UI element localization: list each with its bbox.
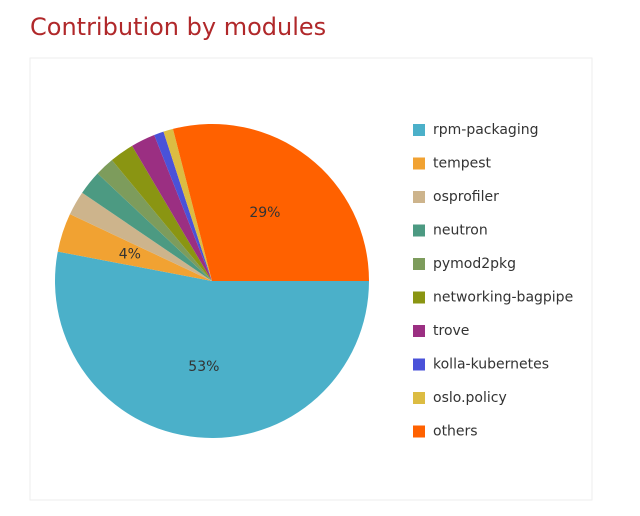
legend-swatch — [413, 392, 425, 404]
legend-label: others — [433, 424, 478, 440]
pie-slice — [57, 214, 213, 281]
legend-label: pymod2pkg — [433, 256, 516, 272]
pie-slice — [54, 251, 369, 439]
pie-slice — [111, 145, 212, 281]
legend-swatch — [413, 258, 425, 270]
legend-label: networking-bagpipe — [433, 290, 573, 306]
legend-label: rpm-packaging — [433, 122, 538, 138]
slice-label: 53% — [188, 359, 219, 375]
chart-title: Contribution by modules — [30, 13, 326, 41]
legend-swatch — [413, 425, 425, 438]
legend-swatch — [413, 358, 425, 371]
pie-slice — [132, 135, 212, 281]
pie-slice — [97, 160, 212, 281]
legend-label: kolla-kubernetes — [433, 357, 549, 373]
pie-slice — [163, 128, 212, 281]
pie-slice — [82, 173, 213, 281]
pie-slice — [154, 131, 212, 281]
legend-swatch — [413, 191, 425, 203]
slice-label: 4% — [119, 246, 141, 262]
legend-label: oslo.policy — [433, 390, 507, 406]
legend-swatch — [413, 291, 425, 304]
legend-label: trove — [433, 323, 469, 339]
legend-label: neutron — [433, 223, 488, 239]
slice-label: 29% — [249, 205, 280, 221]
pie-slice — [69, 192, 212, 281]
legend-label: osprofiler — [433, 189, 499, 205]
legend-swatch — [413, 224, 425, 237]
legend-swatch — [413, 157, 425, 170]
legend-swatch — [413, 325, 425, 337]
pie-slice — [172, 124, 369, 281]
legend-label: tempest — [433, 156, 492, 172]
legend-swatch — [413, 124, 425, 136]
